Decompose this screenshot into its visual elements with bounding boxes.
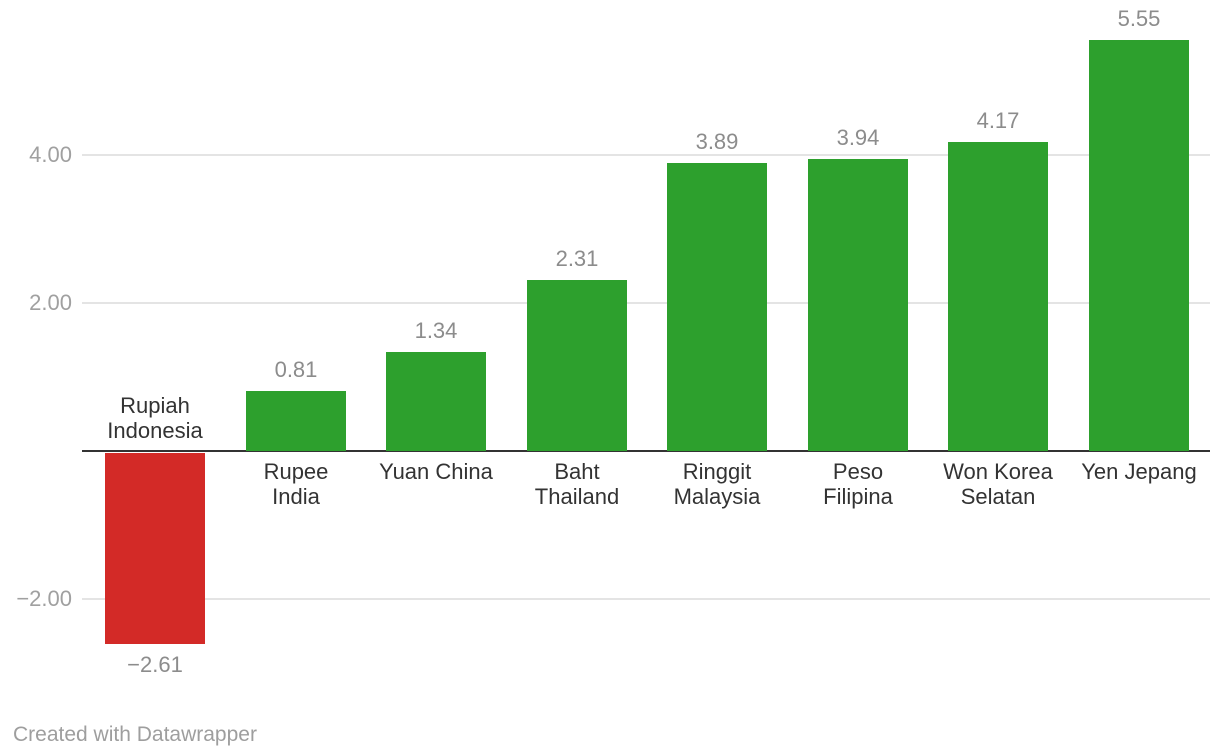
category-label-line: Rupiah [120, 393, 190, 418]
bar [105, 453, 205, 644]
gridline [82, 598, 1210, 600]
bar-value-label: 5.55 [1117, 6, 1161, 31]
category-label: Rupee India [211, 459, 381, 509]
bar-value-label: 4.17 [976, 108, 1020, 133]
bar-value-label: 3.94 [836, 125, 880, 150]
category-label: Yen Jepang [1054, 459, 1220, 484]
bar-value-label: −2.61 [127, 652, 183, 677]
gridline [82, 154, 1210, 156]
category-label-line: Peso [832, 459, 884, 484]
category-label-line: Indonesia [107, 418, 203, 443]
category-label-line: India [272, 484, 320, 509]
bar [808, 159, 908, 451]
bar-value-label: 2.31 [555, 246, 599, 271]
y-tick-label: 4.00 [29, 142, 72, 167]
y-tick-label: 2.00 [29, 290, 72, 315]
bar [948, 142, 1048, 451]
zero-axis-line [82, 450, 1210, 452]
datawrapper-credit-link[interactable]: Created with Datawrapper [13, 723, 257, 746]
bar [386, 352, 486, 451]
bar [1089, 40, 1189, 451]
category-label: Won Korea Selatan [913, 459, 1083, 509]
bar [667, 163, 767, 451]
category-label: Peso Filipina [773, 459, 943, 509]
bar-value-label: 3.89 [695, 129, 739, 154]
bar-value-label: 1.34 [414, 318, 458, 343]
category-label-line: Filipina [823, 484, 893, 509]
bar-value-label: 0.81 [274, 357, 318, 382]
bar [246, 391, 346, 451]
category-label: Baht Thailand [492, 459, 662, 509]
category-label-line: Baht [554, 459, 600, 484]
category-label-line: Thailand [534, 484, 620, 509]
category-label-line: Selatan [960, 484, 1036, 509]
category-label-line: Rupee [263, 459, 329, 484]
category-label: Ringgit Malaysia [632, 459, 802, 509]
gridline [82, 302, 1210, 304]
category-label-line: Malaysia [673, 484, 761, 509]
category-label-line: Won Korea [943, 459, 1053, 484]
category-label-line: Ringgit [682, 459, 752, 484]
category-label: Rupiah Indonesia [70, 393, 240, 443]
y-tick-label: −2.00 [16, 586, 72, 611]
category-label-line: Yuan China [379, 459, 493, 484]
category-label-line: Yen Jepang [1081, 459, 1197, 484]
bar [527, 280, 627, 451]
category-label: Yuan China [351, 459, 521, 484]
